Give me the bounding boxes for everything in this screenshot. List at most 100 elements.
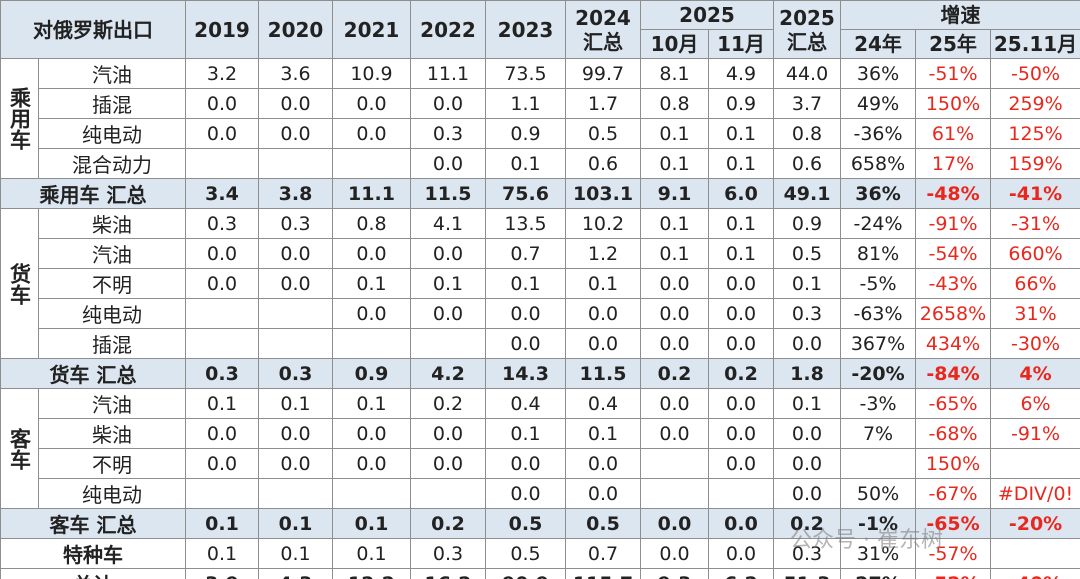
cell: 4.3	[258, 568, 333, 579]
cell: 3.2	[185, 58, 259, 89]
cell	[990, 448, 1080, 479]
cell: 0.0	[332, 88, 411, 119]
cell: 50%	[840, 478, 917, 509]
cell: 0.0	[410, 148, 486, 179]
cell: 0.0	[707, 418, 775, 449]
cell: 0.0	[565, 328, 641, 359]
cell: 0.0	[565, 448, 641, 479]
cell: -24%	[840, 208, 917, 239]
cell: 150%	[915, 448, 992, 479]
cell: 0.0	[332, 418, 411, 449]
cell	[258, 148, 333, 179]
cell: 0.7	[565, 538, 641, 569]
cell: -43%	[915, 268, 992, 299]
cell: -20%	[840, 358, 917, 389]
cell: 0.5	[773, 238, 842, 269]
cell: -68%	[915, 418, 992, 449]
cell: 1.7	[565, 88, 641, 119]
header-row: 对俄罗斯出口 2019 2020 2021 2022 2023 2024 汇总 2025 2025…	[0, 0, 1080, 59]
cell: 0.0	[185, 238, 259, 269]
cell: -30%	[990, 328, 1080, 359]
cell: -91%	[915, 208, 992, 239]
cell: 99.7	[565, 58, 641, 89]
cell: 0.0	[640, 268, 709, 299]
watermark: 公众号 · 崔东树	[790, 528, 943, 553]
cell: 658%	[840, 148, 917, 179]
row-label: 不明	[38, 268, 186, 299]
cell: 0.6	[565, 148, 641, 179]
group-label: 客车	[0, 388, 39, 509]
cell: 1.8	[773, 358, 842, 389]
cell: -51%	[915, 58, 992, 89]
cell: 259%	[990, 88, 1080, 119]
cell: -31%	[990, 208, 1080, 239]
cell: 10.9	[332, 58, 411, 89]
header-cell: 2024 汇总	[565, 0, 641, 59]
cell: 150%	[915, 88, 992, 119]
cell: -67%	[915, 478, 992, 509]
cell: 0.1	[485, 418, 566, 449]
cell: 49%	[840, 88, 917, 119]
cell: 0.0	[640, 298, 709, 329]
cell: 0.5	[565, 118, 641, 149]
cell: 0.0	[773, 478, 842, 509]
cell: 0.0	[410, 418, 486, 449]
cell: -40%	[990, 568, 1080, 579]
cell: 0.3	[185, 208, 259, 239]
header-cell: 2019	[185, 0, 259, 59]
cell: 0.0	[640, 328, 709, 359]
data-row: 纯电动 0.0 0.0 0.0 0.0 0.0 0.0 0.3 -63% 2658% 31%	[1, 298, 1080, 329]
cell: 3.8	[258, 178, 333, 209]
cell: 0.0	[185, 118, 259, 149]
cell: 0.0	[565, 298, 641, 329]
cell: 0.0	[332, 238, 411, 269]
cell: -20%	[990, 508, 1080, 539]
cell: 0.2	[640, 358, 709, 389]
cell: 27%	[840, 568, 917, 579]
header-cell: 11月	[707, 29, 775, 59]
row-label: 柴油	[38, 208, 186, 239]
header-cell: 10月	[640, 29, 709, 59]
row-label: 特种车	[0, 538, 186, 569]
row-label: 不明	[38, 448, 186, 479]
cell: 0.2	[410, 388, 486, 419]
row-label: 汽油	[38, 238, 186, 269]
cell	[410, 328, 486, 359]
cell: 0.8	[773, 118, 842, 149]
header-line: 汇总	[787, 29, 828, 54]
cell: -41%	[990, 178, 1080, 209]
cell: 12.2	[332, 568, 411, 579]
cell: 9.3	[640, 568, 709, 579]
header-cell: 对俄罗斯出口	[0, 0, 186, 59]
cell: 0.4	[485, 388, 566, 419]
cell: 90.9	[485, 568, 566, 579]
header-cell: 2025	[639, 0, 775, 30]
cell: 36%	[840, 178, 917, 209]
cell: 0.4	[565, 388, 641, 419]
cell: 0.0	[707, 508, 775, 539]
cell: 49.1	[773, 178, 842, 209]
cell	[707, 478, 775, 509]
data-row: 汽油 0.0 0.0 0.0 0.0 0.7 1.2 0.1 0.1 0.5 81% -54% 660%	[1, 238, 1080, 269]
cell: 2658%	[915, 298, 992, 329]
cell: 125%	[990, 118, 1080, 149]
data-row: 客车 汽油 0.1 0.1 0.1 0.2 0.4 0.4 0.0 0.0 0.1 -3% -65% 6%	[0, 388, 1080, 509]
cell: #DIV/0!	[990, 478, 1080, 509]
header-row: 10月 11月 24年 25年 25.11月	[1, 29, 1080, 59]
cell: 0.0	[565, 478, 641, 509]
cell: 103.1	[565, 178, 641, 209]
cell: 0.1	[707, 238, 775, 269]
row-label: 纯电动	[38, 298, 186, 329]
cell	[258, 298, 333, 329]
cell: 9.1	[640, 178, 709, 209]
cell: 0.1	[565, 268, 641, 299]
cell: 367%	[840, 328, 917, 359]
cell: 6.2	[707, 568, 775, 579]
cell: 31%	[840, 538, 917, 569]
header-cell: 2022	[410, 0, 486, 59]
cell: 4.1	[410, 208, 486, 239]
cell: 3.4	[185, 178, 259, 209]
header-line: 2024	[575, 5, 631, 30]
cell: 0.1	[185, 388, 259, 419]
